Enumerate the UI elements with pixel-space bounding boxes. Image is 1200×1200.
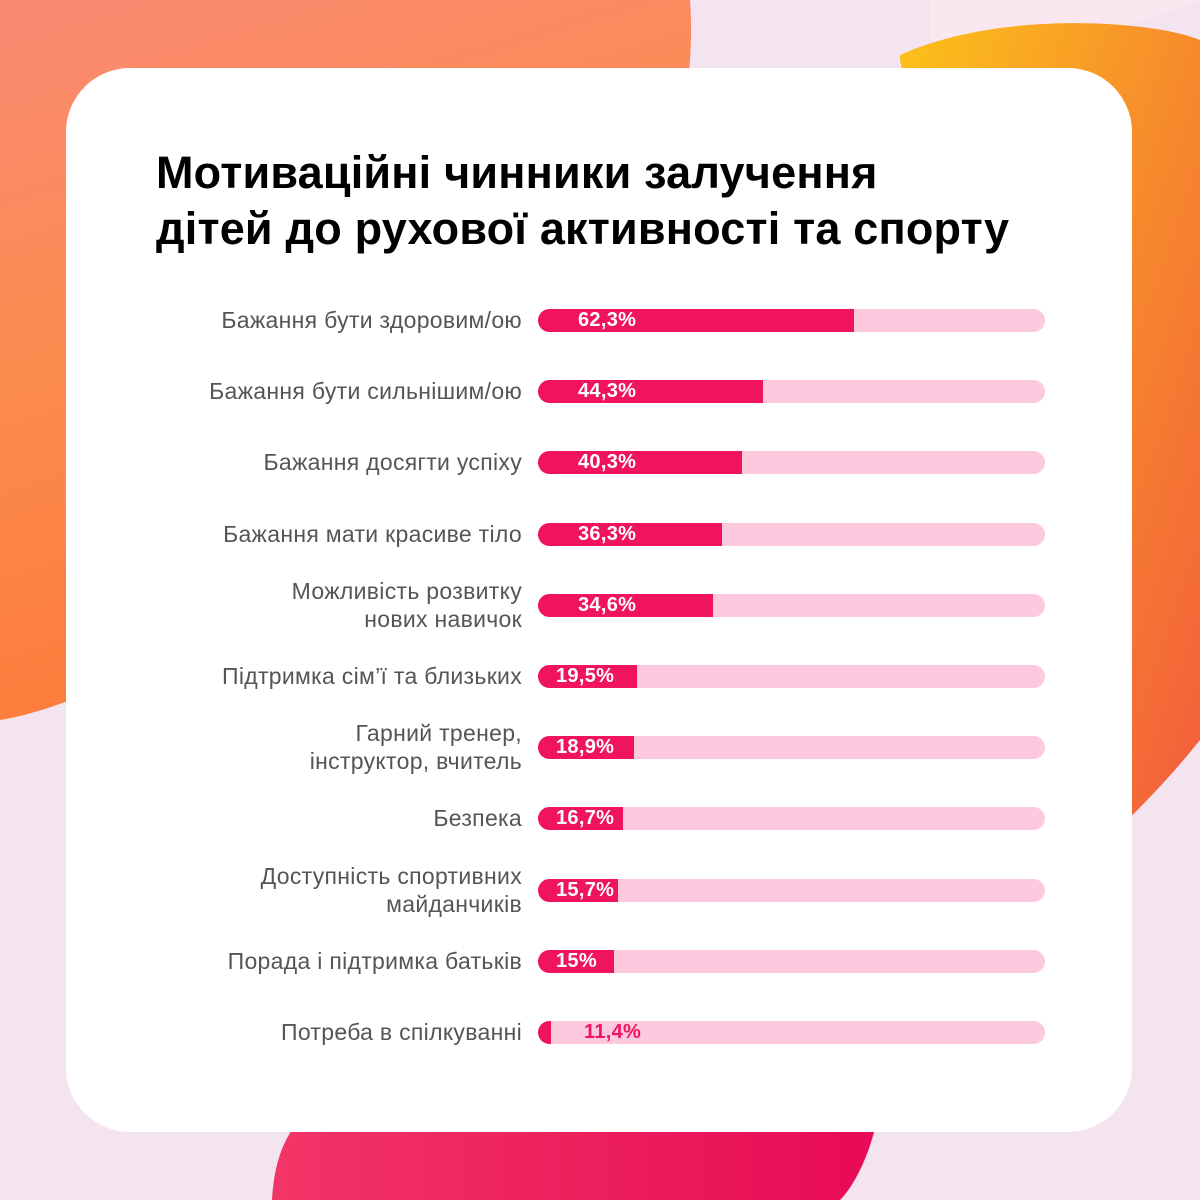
bar-track: 34,6%: [538, 593, 1045, 617]
category-label-line: Бажання бути сильнішим/ою: [209, 378, 522, 405]
bar-track: 44,3%: [538, 380, 1045, 404]
category-label: Можливість розвитку нових навичок: [100, 577, 522, 633]
category-label-line: Гарний тренер,: [355, 720, 522, 747]
category-label-line: Порада і підтримка батьків: [227, 947, 522, 974]
category-label: Безпека: [100, 804, 522, 832]
bar-track: 40,3%: [538, 451, 1045, 475]
category-label: Бажання бути сильнішим/ою: [100, 377, 522, 405]
category-label-line: майданчиків: [386, 890, 522, 917]
bar-row: Гарний тренер, інструктор, вчитель 18,9%: [100, 717, 1050, 777]
chart-title-line: Мотиваційні чинники залучення: [156, 147, 878, 198]
bar-value-label: 15%: [556, 949, 597, 972]
bar: [538, 593, 714, 617]
bar-track: 62,3%: [538, 309, 1045, 332]
bar-row: Бажання бути здоровим/ою 62,3%: [100, 290, 1050, 350]
bar-track: 36,3%: [538, 522, 1045, 546]
category-label-line: Підтримка сім’ї та близьких: [221, 663, 522, 689]
bar-row: Підтримка сім’ї та близьких 19,5%: [100, 646, 1050, 706]
bar-row: Бажання мати красиве тіло 36,3%: [100, 504, 1050, 564]
bar: [538, 878, 618, 902]
bar-value-label: 15,7%: [556, 878, 615, 901]
bar: [538, 736, 634, 760]
bar: [538, 451, 743, 475]
category-label-line: Бажання мати красиве тіло: [223, 520, 522, 547]
bar-value-label: 11,4%: [584, 1021, 642, 1043]
bar: [538, 665, 637, 688]
bar-row: Безпека 16,7%: [100, 788, 1050, 848]
bar: [538, 1021, 551, 1044]
category-label-line: інструктор, вчитель: [309, 748, 522, 775]
bar-row: Порада і підтримка батьків 15%: [100, 931, 1050, 991]
category-label: Гарний тренер, інструктор, вчитель: [100, 719, 522, 775]
category-label-line: Бажання досягти успіху: [263, 449, 522, 476]
bar-row: Доступність спортивних майданчиків 15,7%: [100, 860, 1050, 920]
bar-value-label: 34,6%: [578, 593, 637, 616]
bar: [538, 522, 723, 546]
chart-title-line: дітей до рухової активності та спорту: [156, 203, 1010, 254]
category-label-line: Потреба в спілкуванні: [281, 1019, 522, 1045]
bar-row: Бажання бути сильнішим/ою 44,3%: [100, 361, 1050, 421]
category-label-line: Доступність спортивних: [260, 862, 522, 889]
bar-value-label: 40,3%: [578, 451, 637, 474]
category-label: Бажання бути здоровим/ою: [100, 306, 522, 334]
bar: [538, 949, 615, 973]
category-label: Порада і підтримка батьків: [100, 947, 522, 975]
category-label-line: Можливість розвитку: [291, 577, 522, 604]
bar-track: 18,9%: [538, 736, 1045, 760]
bar-row: Можливість розвитку нових навичок 34,6%: [100, 575, 1050, 635]
category-label: Бажання мати красиве тіло: [100, 520, 522, 548]
bar-track: 19,5%: [538, 665, 1045, 688]
bar-track: 11,4%: [538, 1021, 1045, 1044]
category-label-line: нових навичок: [364, 605, 522, 632]
category-label-line: Безпека: [433, 805, 522, 832]
bar-track: 16,7%: [538, 807, 1045, 831]
bar-value-label: 36,3%: [578, 522, 637, 545]
bar-track: 15%: [538, 949, 1045, 973]
bar-value-label: 62,3%: [578, 309, 637, 331]
category-label-line: Бажання бути здоровим/ою: [221, 307, 522, 333]
chart-title: Мотиваційні чинники залучення дітей до р…: [156, 145, 1116, 257]
bar-row: Бажання досягти успіху 40,3%: [100, 432, 1050, 492]
category-label: Потреба в спілкуванні: [100, 1018, 522, 1046]
bar-value-label: 18,9%: [556, 736, 615, 759]
bar-value-label: 16,7%: [556, 807, 615, 830]
category-label: Підтримка сім’ї та близьких: [100, 662, 522, 690]
bar-track: 15,7%: [538, 878, 1045, 902]
category-label: Доступність спортивних майданчиків: [100, 862, 522, 918]
bar: [538, 807, 623, 831]
bar-value-label: 19,5%: [556, 665, 615, 687]
category-label: Бажання досягти успіху: [100, 448, 522, 476]
bar-row: Потреба в спілкуванні 11,4%: [100, 1002, 1050, 1062]
bar-value-label: 44,3%: [578, 380, 637, 403]
bar: [538, 380, 763, 404]
bar: [538, 309, 854, 332]
